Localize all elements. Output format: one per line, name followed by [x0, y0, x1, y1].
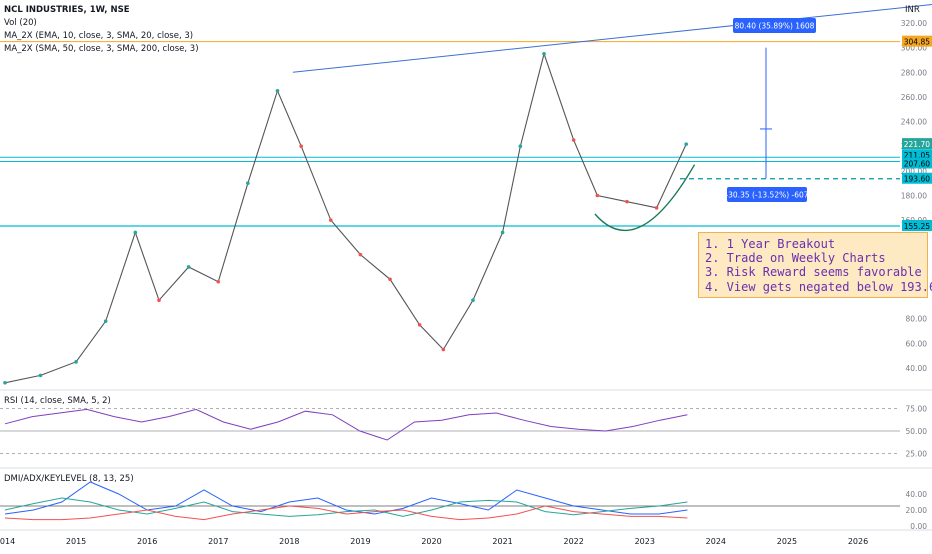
price-point [441, 347, 446, 352]
trendline-upper [292, 4, 932, 73]
time-tick-label: 2019 [350, 537, 370, 546]
price-point [417, 323, 422, 327]
price-point [684, 142, 689, 146]
price-point [328, 218, 333, 222]
price-point [38, 373, 43, 378]
price-point [542, 52, 546, 56]
price-badge-text-last: 221.70 [904, 140, 930, 149]
note-line-3: 3. Risk Reward seems favorable [705, 265, 922, 280]
time-tick-label: 2021 [492, 537, 512, 546]
rsi-line [4, 408, 688, 441]
currency-label: INR [905, 5, 920, 15]
price-badge-text-lvl1: 211.05 [904, 151, 930, 160]
price-point [186, 265, 191, 269]
price-point [74, 360, 78, 364]
time-tick-label: 2022 [563, 537, 583, 546]
time-tick-label: 2017 [208, 537, 228, 546]
time-tick-label: 2016 [137, 537, 157, 546]
time-tick-label: 2023 [635, 537, 655, 546]
adx-line [4, 481, 688, 515]
time-tick-label: 2014 [0, 537, 15, 546]
price-point [625, 199, 629, 204]
price-point [299, 144, 303, 149]
price-point [518, 144, 523, 149]
dmi-legend[interactable]: DMI/ADX/KEYLEVEL (8, 13, 25) [4, 474, 134, 484]
stop-label-box [727, 187, 807, 202]
rsi-axis-label: 75.00 [906, 405, 928, 414]
price-tick-label: 320.00 [901, 19, 927, 28]
price-point [471, 298, 475, 303]
price-point [500, 230, 505, 235]
plus-di-line [4, 497, 688, 517]
price-tick-label: 80.00 [906, 315, 928, 324]
ma-legend-1[interactable]: MA_2X (EMA, 10, close, 3, SMA, 20, close… [4, 31, 194, 41]
price-point [571, 138, 576, 142]
price-tick-label: 240.00 [901, 118, 927, 127]
rsi-legend[interactable]: RSI (14, close, SMA, 5, 2) [4, 396, 111, 406]
price-point [246, 181, 250, 185]
price-tick-label: 260.00 [901, 93, 927, 102]
price-tick-label: 60.00 [906, 339, 928, 348]
minus-di-line [4, 505, 688, 521]
price-point [216, 279, 221, 284]
time-tick-label: 2020 [421, 537, 441, 546]
target-label-box [733, 18, 816, 33]
price-badge-support [902, 219, 932, 231]
price-point [388, 277, 392, 282]
price-tick-label: 280.00 [901, 68, 927, 77]
rounding-bottom-curve [594, 164, 696, 232]
time-tick-label: 2025 [777, 537, 797, 546]
symbol-title[interactable]: NCL INDUSTRIES, 1W, NSE [4, 5, 130, 15]
price-tick-label: 200.00 [901, 167, 927, 176]
time-tick-label: 2024 [706, 537, 726, 546]
price-point [157, 298, 161, 303]
price-badge-last [902, 138, 932, 150]
dmi-axis-label: 0.00 [910, 522, 927, 531]
price-tick-label: 180.00 [901, 192, 927, 201]
note-line-2: 2. Trade on Weekly Charts [705, 251, 886, 266]
price-badge-text-target: 304.85 [904, 38, 930, 47]
price-point [133, 230, 138, 235]
ma-legend-2[interactable]: MA_2X (SMA, 50, close, 3, SMA, 200, clos… [4, 44, 199, 54]
price-badge-target [902, 35, 932, 47]
price-badge-lvl2 [902, 157, 932, 169]
price-point [654, 206, 659, 210]
price-badge-text-support: 155.25 [904, 222, 930, 231]
volume-legend[interactable]: Vol (20) [4, 18, 37, 28]
time-tick-label: 2026 [848, 537, 868, 546]
price-badge-text-lvl2: 207.60 [904, 159, 930, 168]
price-point [595, 193, 600, 198]
dmi-axis-label: 40.00 [906, 490, 928, 499]
time-tick-label: 2015 [66, 537, 86, 546]
time-tick-label: 2018 [279, 537, 299, 546]
price-point [358, 252, 363, 257]
stop-measure-label: -30.35 (-13.52%) -607 [725, 191, 808, 200]
note-line-1: 1. 1 Year Breakout [705, 237, 836, 251]
note-line-4: 4. View gets negated below 193.6 [705, 279, 932, 294]
price-badge-stop [902, 172, 932, 184]
price-point [103, 319, 108, 323]
price-point [275, 88, 280, 93]
price-line [4, 51, 687, 384]
price-tick-label: 40.00 [906, 364, 928, 373]
target-measure-label: 80.40 (35.89%) 1608 [735, 22, 815, 31]
trade-notes-box: 1. 1 Year Breakout 2. Trade on Weekly Ch… [698, 232, 932, 298]
rsi-axis-label: 50.00 [906, 427, 928, 436]
price-badge-lvl1 [902, 149, 932, 161]
price-badge-text-stop: 193.60 [904, 175, 930, 184]
dmi-axis-label: 20.00 [906, 506, 928, 515]
price-tick-label: 300.00 [901, 44, 927, 53]
price-point [3, 380, 7, 385]
rsi-axis-label: 25.00 [906, 450, 928, 459]
